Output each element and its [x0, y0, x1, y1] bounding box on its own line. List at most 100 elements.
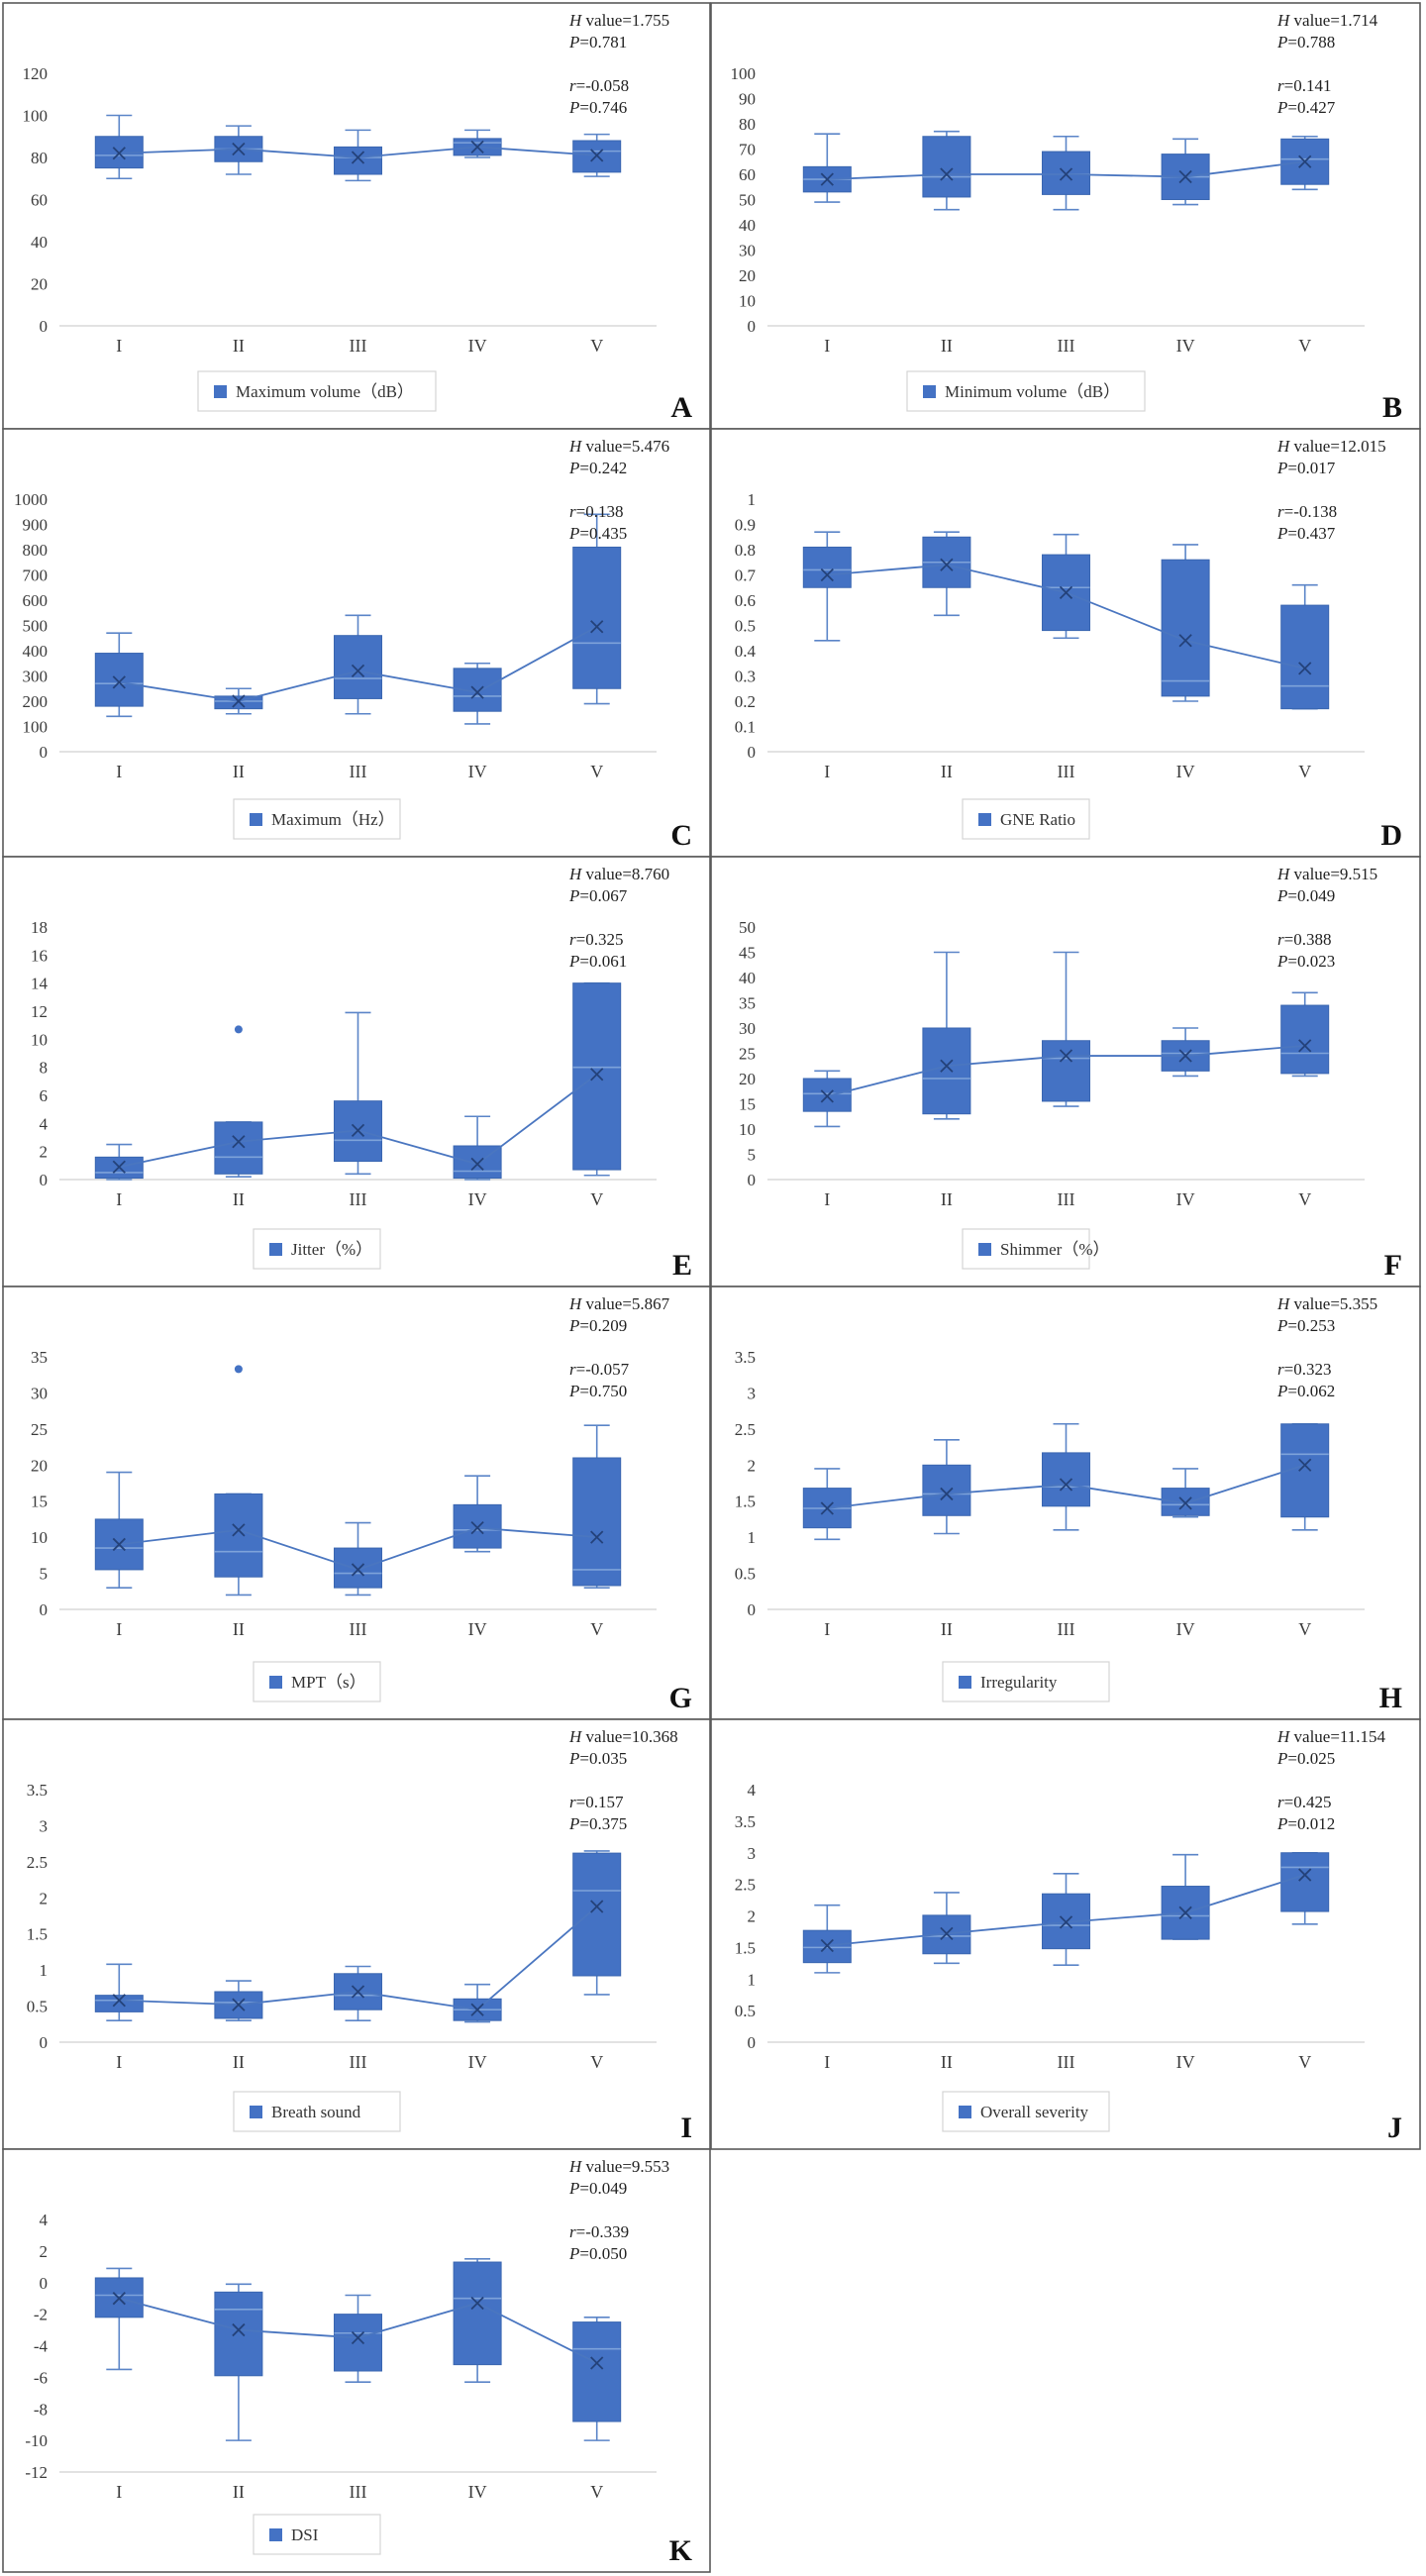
p-value-kw-text-value: =0.788 [1287, 33, 1335, 52]
legend: Jitter（%） [253, 1228, 381, 1270]
p-value-kw-text: P=0.788 [1276, 33, 1335, 52]
box-group-III [334, 2294, 382, 2383]
y-tick-label: 200 [23, 692, 49, 711]
p-value-corr-text-symbol: P [1276, 98, 1287, 117]
mean-marker-stroke [1298, 1039, 1312, 1053]
mean-marker [590, 1530, 604, 1544]
legend: Maximum volume（dB） [197, 370, 437, 412]
h-value-text-value: value=5.867 [581, 1294, 669, 1313]
category-label: V [590, 336, 603, 356]
h-value-text-symbol: H [568, 11, 583, 30]
y-tick-label: 0 [40, 1171, 49, 1189]
category-label: IV [468, 336, 487, 356]
box-iqr [1042, 1452, 1090, 1507]
r-value-text: r=-0.058 [569, 76, 629, 95]
panel-letter: G [669, 1682, 692, 1714]
mean-marker [1298, 155, 1312, 168]
p-value-kw-text-value: =0.025 [1287, 1749, 1335, 1768]
mean-marker-stroke [820, 1938, 834, 1953]
y-tick-label: 1 [748, 1970, 757, 1989]
mean-marker-stroke [232, 142, 246, 156]
legend-label: Maximum（Hz） [271, 810, 395, 829]
p-value-kw-text: P=0.035 [568, 1749, 627, 1768]
p-value-kw-text-value: =0.253 [1287, 1316, 1335, 1335]
category-label: I [116, 762, 122, 781]
r-value-text-symbol: r [569, 1360, 576, 1379]
mean-marker [590, 149, 604, 162]
p-value-corr-text-symbol: P [1276, 1382, 1287, 1400]
mean-marker-stroke [351, 1563, 365, 1577]
box-iqr [1280, 604, 1330, 710]
mean-marker [820, 1089, 834, 1103]
box-iqr [94, 1995, 144, 2012]
mean-marker [351, 2330, 365, 2345]
r-value-text: r=0.138 [569, 502, 623, 521]
box-group-III [334, 1521, 382, 1597]
h-value-text: H value=5.355 [1276, 1294, 1377, 1313]
box-group-V [572, 981, 622, 1177]
legend-label: Shimmer（%） [1000, 1240, 1110, 1259]
category-label: II [233, 1619, 245, 1639]
h-value-text-value: value=9.515 [1289, 865, 1377, 883]
category-label: I [824, 762, 830, 781]
r-value-text: r=0.425 [1277, 1793, 1331, 1811]
mean-marker [820, 172, 834, 186]
legend-frame [197, 370, 437, 412]
y-tick-label: 14 [31, 975, 49, 993]
panel-letter: E [672, 1249, 692, 1282]
mean-marker-stroke [112, 1994, 126, 2008]
legend-swatch [978, 1243, 991, 1256]
p-value-kw-text-symbol: P [1276, 33, 1287, 52]
y-tick-label: 0.5 [735, 2002, 756, 2020]
category-label: V [590, 2482, 603, 2502]
mean-marker-stroke [820, 567, 834, 582]
y-tick-label: 40 [31, 233, 48, 252]
h-value-text: H value=10.368 [568, 1727, 678, 1746]
category-label: III [350, 1189, 367, 1209]
mean-marker [351, 1123, 365, 1138]
r-value-text: r=-0.339 [569, 2222, 629, 2241]
outlier-point [234, 1025, 243, 1034]
mean-marker [1178, 1049, 1192, 1063]
r-value-text: r=-0.138 [1277, 502, 1337, 521]
r-value-text-value: =0.325 [576, 930, 624, 949]
y-tick-label: 1.5 [735, 1938, 756, 1957]
legend-label: Irregularity [980, 1673, 1058, 1692]
panel-letter: K [669, 2534, 693, 2567]
r-value-text-symbol: r [569, 930, 576, 949]
y-tick-label: 30 [31, 1384, 48, 1402]
p-value-kw-text: P=0.242 [568, 459, 627, 477]
y-tick-label: 2 [40, 1143, 49, 1162]
y-tick-label: 0.3 [735, 668, 756, 686]
box-group-V [572, 1424, 622, 1589]
box-group-IV [1161, 544, 1210, 702]
p-value-kw-text-value: =0.067 [579, 886, 627, 905]
y-tick-label: 50 [739, 191, 756, 210]
mean-marker-stroke [940, 558, 954, 571]
y-tick-label: 20 [739, 1070, 756, 1088]
y-tick-label: 0 [748, 1171, 757, 1189]
r-value-text: r=0.388 [1277, 930, 1331, 949]
h-value-text: H value=1.755 [568, 11, 669, 30]
mean-marker [232, 1998, 246, 2011]
mean-marker-stroke [1178, 1496, 1192, 1510]
mean-marker [590, 1900, 604, 1913]
p-value-corr-text: P=0.023 [1276, 952, 1335, 971]
mean-marker [1059, 1915, 1073, 1929]
r-value-text-symbol: r [569, 2222, 576, 2241]
y-tick-label: 45 [739, 944, 756, 963]
mean-marker-stroke [470, 1521, 484, 1535]
mean-marker [820, 1938, 834, 1953]
y-tick-label: 20 [739, 266, 756, 285]
mean-marker-stroke [940, 1487, 954, 1501]
legend: MPT（s） [253, 1661, 381, 1702]
y-tick-label: 10 [31, 1528, 48, 1547]
r-value-text-symbol: r [569, 502, 576, 521]
r-value-text-symbol: r [1277, 1793, 1284, 1811]
legend-label: Maximum volume（dB） [236, 382, 414, 401]
category-label: III [350, 762, 367, 781]
p-value-corr-text: P=0.746 [568, 98, 627, 117]
p-value-kw-text: P=0.049 [568, 2179, 627, 2198]
h-value-text: H value=5.867 [568, 1294, 670, 1313]
